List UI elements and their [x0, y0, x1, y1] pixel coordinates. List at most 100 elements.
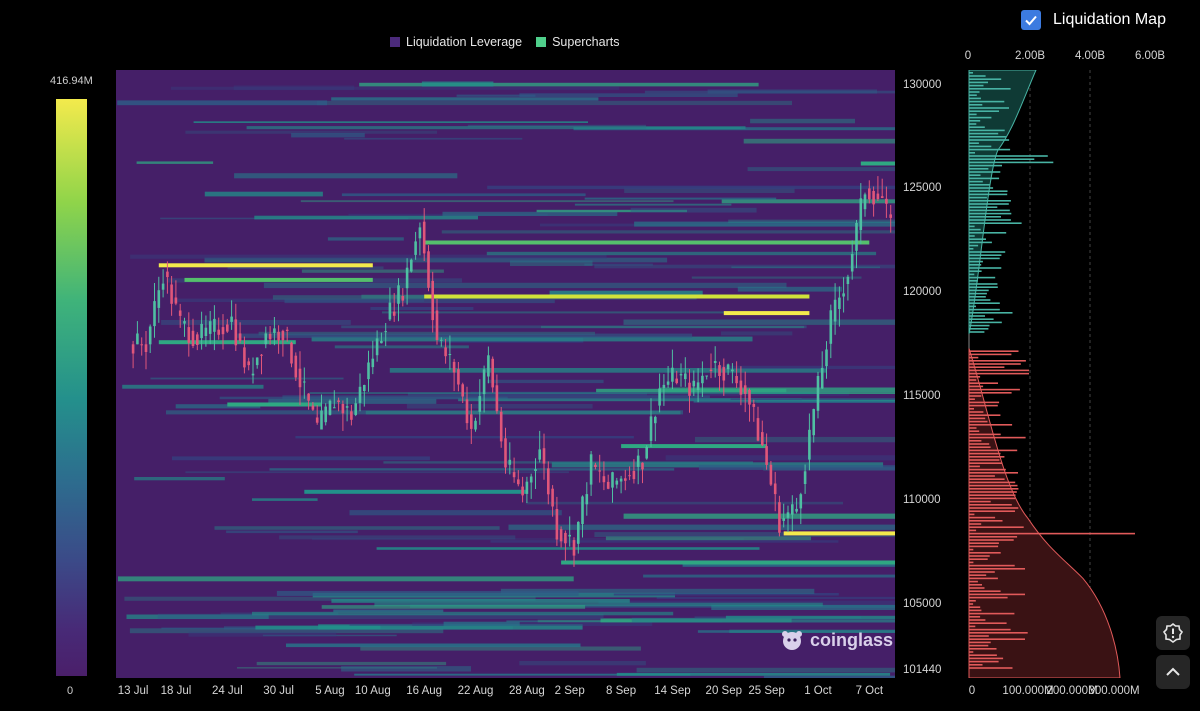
candle-body: [859, 198, 863, 230]
heatmap-level: [136, 161, 214, 164]
candle-body: [508, 459, 512, 465]
long-liquidation-bar: [969, 654, 997, 656]
short-liquidation-bar: [969, 168, 989, 170]
heatmap-level: [382, 311, 799, 314]
candle-body: [298, 368, 302, 388]
short-liquidation-bar: [969, 129, 1005, 132]
coinglass-logo: coinglass: [780, 628, 893, 652]
candle-body: [140, 344, 143, 346]
short-liquidation-bar: [969, 190, 1008, 192]
legend-item-supercharts[interactable]: Supercharts: [536, 35, 619, 49]
heatmap-level: [549, 290, 703, 296]
short-liquidation-bar: [969, 235, 975, 237]
candle-body: [615, 480, 619, 485]
short-liquidation-bar: [969, 116, 992, 119]
heatmap-level: [370, 307, 474, 310]
heatmap-level: [383, 461, 753, 464]
liquidation-band: [561, 560, 895, 565]
candle-body: [799, 494, 803, 509]
checkbox-checked-icon[interactable]: [1021, 10, 1041, 30]
heatmap-level: [658, 387, 895, 393]
liquidation-heatmap[interactable]: [116, 70, 895, 678]
candle-body: [328, 400, 332, 415]
candle-body: [320, 410, 323, 430]
heatmap-level: [333, 609, 444, 613]
long-liquidation-bar: [969, 411, 984, 413]
candle-body: [602, 476, 606, 483]
long-liquidation-bar: [969, 584, 982, 586]
candle-body: [666, 381, 670, 385]
long-liquidation-bar: [969, 644, 989, 647]
candle-body: [577, 521, 580, 544]
liquidation-map-toggle[interactable]: Liquidation Map: [1021, 8, 1166, 32]
profile-top-tick: 2.00B: [1014, 50, 1046, 62]
short-liquidation-bar: [969, 171, 1001, 173]
liquidation-band: [304, 489, 527, 494]
heatmap-level: [636, 667, 895, 673]
long-liquidation-bar: [969, 462, 1003, 464]
y-tick-label: 110000: [903, 494, 941, 507]
heatmap-level: [697, 630, 895, 633]
x-tick-label: 14 Sep: [654, 685, 691, 697]
candle-body: [534, 469, 537, 471]
short-liquidation-bar: [969, 270, 982, 272]
candle-body: [619, 478, 623, 482]
candle-body: [880, 196, 884, 198]
candle-body: [136, 333, 139, 345]
profile-top-tick: 6.00B: [1134, 50, 1166, 62]
profile-top-tick: 0: [964, 50, 972, 62]
heatmap-level: [309, 392, 816, 394]
coinglass-logo-text: coinglass: [810, 629, 894, 650]
heatmap-level: [442, 211, 618, 216]
long-liquidation-bar: [969, 552, 1001, 554]
heatmap-level: [318, 624, 583, 630]
short-liquidation-bar: [969, 97, 981, 100]
long-liquidation-bar: [969, 500, 991, 503]
candle-body: [144, 344, 148, 352]
short-liquidation-bar: [969, 257, 1000, 260]
legend-item-leverage[interactable]: Liquidation Leverage: [390, 35, 522, 49]
y-tick-label: 115000: [903, 390, 941, 403]
candle-body: [217, 329, 220, 335]
heatmap-level: [130, 254, 607, 259]
heatmap-level: [226, 530, 358, 534]
candle-body: [465, 399, 469, 424]
x-tick-label: 13 Jul: [117, 685, 149, 697]
heatmap-level: [421, 81, 494, 87]
candle-body: [641, 462, 644, 470]
heatmap-level: [728, 219, 895, 223]
short-liquidation-bar: [969, 193, 1008, 196]
short-liquidation-bar: [969, 81, 988, 84]
heatmap-level: [327, 237, 404, 241]
candle-body: [478, 396, 482, 412]
heatmap-level: [574, 203, 732, 206]
short-liquidation-bar: [969, 145, 992, 148]
candle-body: [709, 369, 713, 371]
alert-button[interactable]: [1156, 616, 1190, 650]
candle-body: [324, 406, 327, 423]
short-liquidation-bar: [969, 84, 984, 87]
long-liquidation-bar: [969, 539, 1014, 541]
heatmap-level: [526, 501, 843, 505]
long-liquidation-bar: [969, 536, 1018, 538]
long-liquidation-bar: [969, 452, 1001, 455]
candle-body: [474, 420, 477, 430]
scroll-top-button[interactable]: [1156, 655, 1190, 689]
heatmap-level: [631, 617, 895, 623]
candle-body: [264, 333, 268, 345]
short-liquidation-bar: [969, 174, 981, 176]
long-liquidation-bar: [969, 632, 1028, 634]
candle-body: [885, 198, 888, 204]
long-liquidation-bar: [969, 382, 998, 384]
candle-body: [713, 361, 717, 363]
candle-body: [529, 476, 533, 483]
candle-body: [820, 367, 824, 389]
long-liquidation-bar: [969, 388, 1020, 391]
short-liquidation-bar: [969, 267, 1002, 269]
candle-body: [247, 361, 250, 366]
y-tick-label: 120000: [903, 286, 942, 299]
heatmap-level: [126, 614, 269, 619]
heatmap-level: [256, 661, 447, 666]
candle-body: [803, 471, 807, 484]
heatmap-level: [598, 600, 895, 605]
